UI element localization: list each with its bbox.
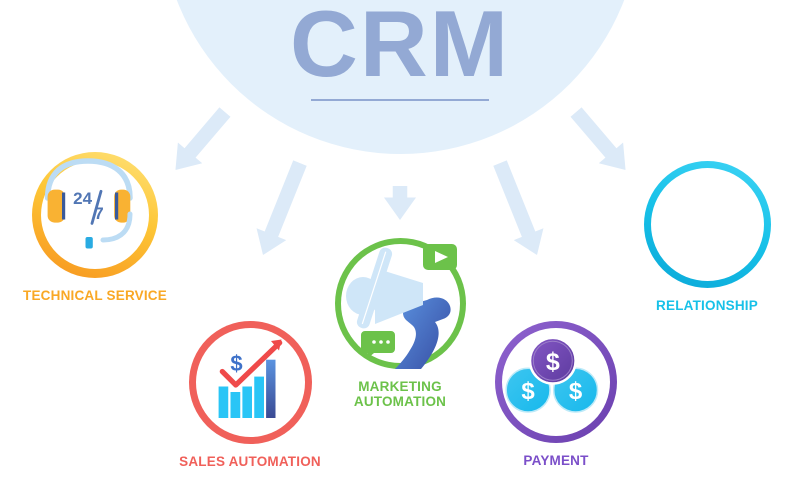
svg-text:$: $	[546, 348, 560, 376]
svg-text:$: $	[569, 378, 583, 405]
svg-text:$: $	[230, 351, 242, 376]
svg-text:$: $	[521, 378, 535, 405]
svg-text:24: 24	[73, 189, 92, 208]
svg-text:7: 7	[94, 204, 103, 223]
